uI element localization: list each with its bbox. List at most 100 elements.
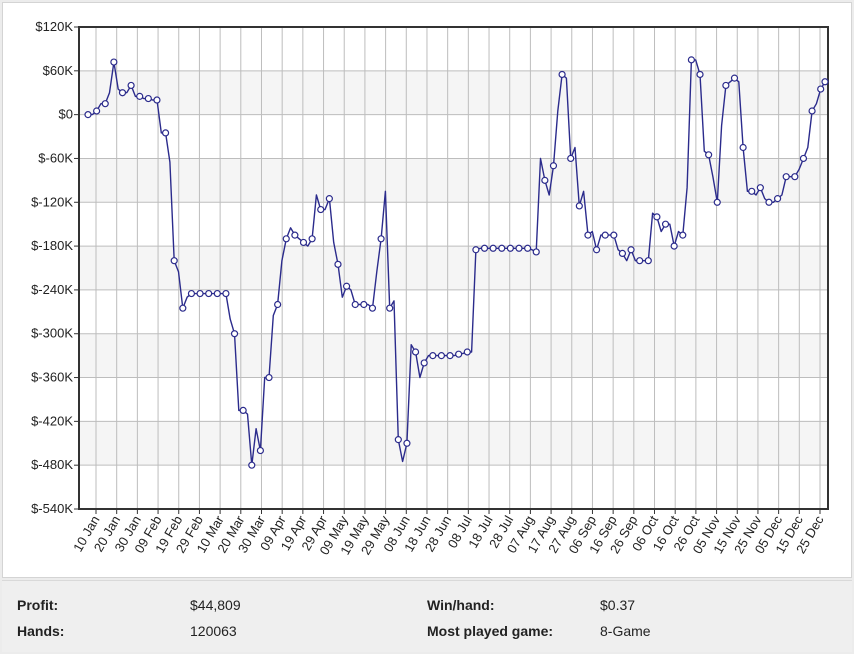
data-point bbox=[489, 244, 497, 252]
data-point bbox=[472, 246, 480, 254]
profit-label: Profit: bbox=[17, 597, 59, 613]
y-tick-label: $-420K bbox=[31, 413, 73, 428]
data-point bbox=[463, 348, 471, 356]
data-point bbox=[291, 231, 299, 239]
data-point bbox=[110, 58, 118, 66]
data-point bbox=[584, 231, 592, 239]
data-point bbox=[636, 257, 644, 265]
data-point bbox=[170, 257, 178, 265]
most-played-game-label: Most played game: bbox=[427, 623, 554, 639]
data-point bbox=[101, 100, 109, 108]
data-point bbox=[429, 352, 437, 360]
data-point bbox=[93, 107, 101, 115]
data-point bbox=[821, 78, 829, 86]
data-point bbox=[610, 231, 618, 239]
data-point bbox=[386, 304, 394, 312]
data-point bbox=[644, 257, 652, 265]
data-point bbox=[196, 289, 204, 298]
data-point bbox=[299, 238, 308, 247]
data-point bbox=[334, 260, 342, 268]
data-point bbox=[661, 220, 670, 228]
data-point bbox=[161, 129, 170, 137]
y-tick-label: $60K bbox=[43, 63, 74, 78]
data-point bbox=[282, 235, 290, 243]
data-point bbox=[498, 244, 506, 252]
data-point bbox=[506, 244, 514, 252]
data-point bbox=[791, 173, 799, 181]
data-point bbox=[377, 235, 385, 243]
data-point bbox=[817, 85, 825, 93]
grid-band bbox=[79, 421, 828, 466]
data-point bbox=[187, 289, 196, 298]
data-point bbox=[437, 352, 446, 360]
y-tick-label: $-180K bbox=[31, 238, 73, 253]
data-point bbox=[360, 300, 368, 309]
y-tick-label: $-540K bbox=[31, 501, 73, 516]
data-point bbox=[773, 195, 782, 203]
data-point bbox=[394, 436, 402, 444]
y-tick-label: $120K bbox=[35, 19, 73, 34]
data-point bbox=[205, 289, 213, 298]
data-point bbox=[351, 300, 359, 309]
data-point bbox=[549, 162, 558, 170]
data-point bbox=[455, 350, 463, 358]
data-point bbox=[118, 89, 127, 97]
data-point bbox=[256, 446, 264, 455]
data-point bbox=[144, 94, 152, 103]
grid-band bbox=[79, 158, 828, 203]
data-point bbox=[153, 96, 161, 104]
data-point bbox=[627, 246, 635, 254]
data-point bbox=[679, 231, 687, 239]
data-point bbox=[84, 111, 92, 119]
plot-frame bbox=[78, 26, 829, 510]
data-point bbox=[653, 213, 661, 221]
data-point bbox=[782, 173, 790, 181]
profit-chart: $120K $60K $0 $-60K $-120K $-180K $-240K $-300K… bbox=[31, 19, 829, 557]
y-tick-label: $-300K bbox=[31, 326, 73, 341]
data-point bbox=[558, 70, 566, 79]
y-tick-label: $-60K bbox=[38, 150, 73, 165]
data-point bbox=[592, 246, 601, 254]
data-point bbox=[317, 205, 325, 214]
data-point bbox=[713, 198, 721, 206]
data-point bbox=[368, 304, 377, 312]
data-point bbox=[696, 70, 704, 79]
data-point bbox=[799, 154, 808, 163]
data-point bbox=[670, 242, 678, 250]
data-point bbox=[274, 300, 282, 309]
data-point bbox=[756, 184, 764, 192]
data-point bbox=[808, 107, 816, 115]
hands-value: 120063 bbox=[190, 623, 237, 639]
data-point bbox=[722, 81, 730, 90]
data-point bbox=[239, 406, 247, 415]
data-point bbox=[265, 373, 273, 382]
grid-band bbox=[79, 70, 828, 115]
data-point bbox=[739, 143, 747, 152]
data-point bbox=[567, 154, 575, 163]
data-point bbox=[230, 330, 239, 338]
data-point bbox=[532, 248, 540, 256]
data-point bbox=[524, 244, 532, 252]
profit-value: $44,809 bbox=[190, 597, 241, 613]
data-point bbox=[222, 289, 230, 298]
grid-band bbox=[79, 246, 828, 290]
data-point bbox=[411, 348, 420, 356]
y-tick-label: $-480K bbox=[31, 457, 73, 472]
data-point bbox=[748, 187, 756, 195]
stats-panel: Profit: $44,809 Hands: 120063 Win/hand: … bbox=[2, 580, 852, 652]
hands-label: Hands: bbox=[17, 623, 65, 639]
data-point bbox=[325, 195, 333, 203]
data-point bbox=[308, 235, 316, 243]
data-point bbox=[515, 244, 523, 252]
data-point bbox=[179, 304, 187, 312]
data-point bbox=[136, 92, 144, 100]
data-point bbox=[480, 244, 489, 252]
data-point bbox=[248, 461, 256, 469]
data-point bbox=[213, 289, 221, 298]
data-point bbox=[403, 439, 411, 447]
y-tick-label: $-120K bbox=[31, 194, 73, 209]
y-tick-label: $-360K bbox=[31, 370, 73, 385]
y-tick-label: $0 bbox=[59, 107, 73, 122]
winhand-label: Win/hand: bbox=[427, 597, 495, 613]
data-point bbox=[127, 81, 135, 90]
